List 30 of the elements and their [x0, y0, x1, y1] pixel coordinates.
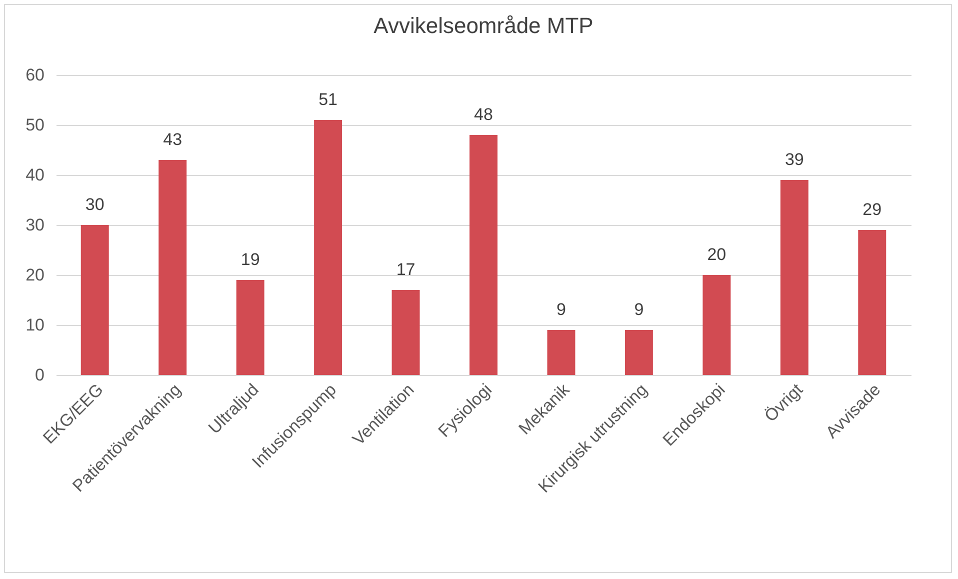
data-label: 20: [707, 245, 726, 264]
data-label: 17: [396, 260, 416, 279]
bar: [392, 290, 420, 375]
bar: [624, 330, 653, 375]
bar: [80, 225, 109, 375]
bar: [158, 160, 187, 375]
bar: [470, 135, 498, 375]
y-tick-label: 30: [26, 216, 44, 234]
data-label: 43: [163, 130, 182, 149]
data-label: 30: [85, 195, 104, 214]
y-tick-label: 50: [26, 116, 44, 134]
data-label: 19: [240, 250, 260, 269]
data-label: 9: [556, 300, 566, 319]
y-tick-label: 20: [26, 266, 44, 284]
bar: [547, 330, 576, 375]
bar: [780, 180, 808, 375]
bar: [858, 230, 886, 375]
data-label: 29: [862, 200, 882, 219]
data-label: 9: [634, 300, 644, 319]
data-label: 39: [784, 150, 804, 169]
data-label: 48: [474, 105, 493, 124]
y-tick-label: 0: [35, 366, 44, 384]
y-tick-label: 40: [26, 166, 44, 184]
y-tick-label: 60: [26, 66, 44, 84]
y-tick-label: 10: [26, 316, 44, 334]
data-label: 51: [318, 90, 338, 109]
bar: [314, 120, 342, 375]
chart-title: Avvikelseområde MTP: [374, 13, 594, 38]
bar: [236, 280, 264, 375]
bar: [702, 275, 731, 375]
